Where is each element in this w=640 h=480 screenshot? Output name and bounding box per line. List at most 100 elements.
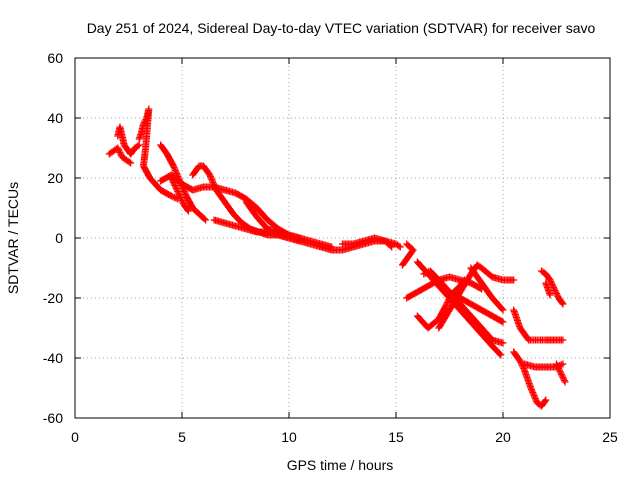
series-track-2 [114, 123, 143, 158]
data-point [548, 281, 556, 288]
series-track-24 [538, 267, 567, 308]
data-point [177, 194, 185, 201]
data-point [554, 363, 562, 371]
data-point [167, 174, 175, 182]
x-axis-label: GPS time / hours [287, 457, 394, 473]
y-tick-label: -40 [43, 350, 63, 366]
data-point [169, 179, 177, 186]
data-point [552, 288, 560, 296]
data-point [296, 234, 304, 242]
data-point [556, 368, 564, 375]
data-point [174, 189, 182, 197]
data-point [115, 146, 123, 153]
data-point [553, 362, 561, 369]
data-point [550, 284, 558, 291]
data-point [175, 191, 183, 198]
data-point [497, 351, 505, 359]
data-point [171, 182, 179, 189]
data-point [398, 261, 406, 269]
data-point [546, 291, 554, 299]
series-track-25 [542, 279, 554, 299]
plot-frame [74, 57, 611, 419]
data-point [127, 159, 135, 167]
data-point [169, 193, 177, 201]
data-point [115, 147, 123, 155]
x-tick-label: 0 [71, 429, 79, 445]
data-point [172, 185, 180, 192]
data-point [125, 158, 133, 166]
data-point [172, 194, 180, 202]
data-point [442, 302, 450, 309]
data-point [202, 216, 210, 224]
data-point [116, 149, 124, 156]
series-track-19 [467, 264, 507, 314]
data-point [169, 177, 177, 185]
y-axis-label: SDTVAR / TECUs [5, 182, 21, 294]
data-point [499, 318, 507, 326]
data-point [553, 360, 560, 368]
points-layer [105, 105, 569, 410]
data-point [520, 365, 528, 372]
data-point [399, 260, 407, 268]
data-point [386, 242, 394, 250]
data-point [134, 142, 142, 150]
x-tick-label: 5 [178, 429, 186, 445]
y-tick-label: -20 [43, 290, 63, 306]
data-point [558, 372, 566, 380]
data-point [168, 176, 176, 183]
data-point [496, 350, 504, 358]
data-point [184, 207, 192, 215]
data-point [184, 206, 192, 214]
x-tick-label: 25 [602, 429, 618, 445]
data-point [135, 141, 143, 149]
y-tick-label: -60 [43, 410, 63, 426]
series-track-8 [210, 216, 325, 251]
series-track-12 [398, 240, 417, 269]
chart-title: Day 251 of 2024, Sidereal Day-to-day VTE… [87, 20, 596, 36]
series-track-18 [446, 294, 507, 347]
data-point [174, 188, 182, 195]
data-point [510, 276, 518, 284]
tick-layer: 0 5 10 15 20 25 -60 -40 -20 0 20 40 60 [43, 50, 618, 445]
data-point [499, 306, 507, 314]
y-tick-label: 0 [55, 230, 63, 246]
series-track-3 [135, 105, 182, 203]
data-point [546, 276, 554, 284]
data-point [443, 299, 451, 306]
data-point [551, 287, 559, 294]
series-track-5 [157, 141, 210, 224]
data-point [179, 198, 187, 206]
data-point [172, 183, 180, 191]
data-point [557, 369, 565, 377]
y-tick-label: 60 [47, 50, 63, 66]
data-point [441, 303, 449, 311]
data-point [541, 397, 549, 405]
data-point [555, 365, 563, 372]
data-point [114, 144, 122, 152]
data-point [559, 336, 567, 344]
data-point [396, 243, 404, 251]
data-point [421, 269, 429, 277]
y-tick-label: 40 [47, 110, 63, 126]
data-point [420, 270, 428, 278]
data-point [560, 375, 568, 383]
data-point [170, 180, 178, 188]
data-point [550, 285, 558, 293]
data-point [178, 197, 186, 204]
data-point [559, 360, 567, 368]
data-point [559, 300, 567, 308]
data-point [561, 378, 569, 386]
series-track-21 [510, 348, 550, 410]
grid-layer [75, 58, 610, 418]
data-point [549, 282, 557, 290]
data-point [167, 192, 175, 200]
series-track-23 [553, 360, 569, 386]
data-point [516, 357, 524, 365]
data-point [176, 192, 184, 200]
data-point [542, 396, 550, 404]
x-tick-label: 10 [281, 429, 297, 445]
data-point [388, 243, 396, 251]
data-point [553, 291, 561, 299]
data-point [553, 290, 560, 297]
